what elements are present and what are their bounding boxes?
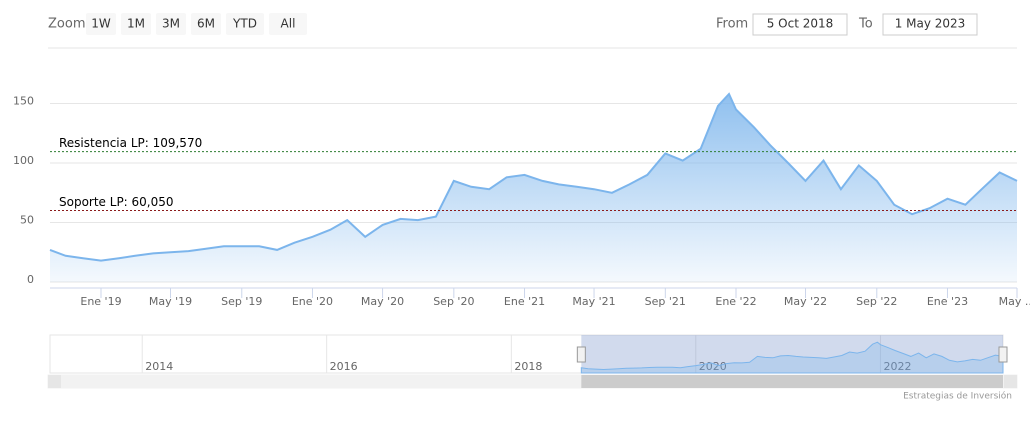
zoom-button-label: 6M xyxy=(197,17,215,31)
navigator-tick-label: 2020 xyxy=(699,360,727,373)
x-tick-label: May '19 xyxy=(149,295,192,308)
scrollbar-thumb[interactable] xyxy=(581,375,1003,388)
zoom-button[interactable] xyxy=(156,13,186,35)
plot-line-label: Soporte LP: 60,050 xyxy=(59,195,174,209)
navigator-handle[interactable] xyxy=(998,346,1008,363)
x-tick-label: May '22 xyxy=(784,295,827,308)
from-input[interactable] xyxy=(752,13,848,36)
to-input[interactable] xyxy=(882,13,978,36)
x-tick-label: Sep '22 xyxy=(856,295,897,308)
navigator-tick-label: 2016 xyxy=(330,360,358,373)
x-tick-label: May '20 xyxy=(361,295,404,308)
from-value: 5 Oct 2018 xyxy=(767,17,834,31)
to-value: 1 May 2023 xyxy=(895,17,966,31)
zoom-button-label: 1M xyxy=(127,17,145,31)
y-tick-label: 0 xyxy=(27,273,34,286)
zoom-button[interactable] xyxy=(121,13,151,35)
navigator-handle[interactable] xyxy=(576,346,586,363)
x-tick-label: Ene '23 xyxy=(927,295,968,308)
navigator-tick-label: 2022 xyxy=(883,360,911,373)
zoom-button-label: 1W xyxy=(91,17,111,31)
x-tick-label: May ... xyxy=(999,295,1030,308)
y-tick-label: 50 xyxy=(20,214,34,227)
zoom-button-label: YTD xyxy=(232,17,257,31)
navigator-tick-label: 2018 xyxy=(514,360,542,373)
zoom-button[interactable] xyxy=(269,13,307,35)
x-tick-label: Ene '21 xyxy=(504,295,545,308)
x-tick-label: Ene '19 xyxy=(80,295,121,308)
x-tick-label: Ene '20 xyxy=(292,295,333,308)
credits: Estrategias de Inversión xyxy=(903,391,1012,402)
zoom-label: Zoom xyxy=(48,17,85,32)
area-line xyxy=(49,92,1018,262)
x-tick-label: Sep '20 xyxy=(433,295,474,308)
y-tick-label: 100 xyxy=(13,154,34,167)
scrollbar-left[interactable] xyxy=(48,375,61,388)
area-fill xyxy=(50,94,1017,282)
x-tick-label: May '21 xyxy=(572,295,615,308)
to-label: To xyxy=(858,17,873,32)
x-tick-label: Ene '22 xyxy=(715,295,756,308)
x-tick-label: Sep '21 xyxy=(645,295,686,308)
navigator-tick-label: 2014 xyxy=(145,360,173,373)
scrollbar-right[interactable] xyxy=(1004,375,1017,388)
zoom-button[interactable] xyxy=(86,13,116,35)
y-tick-label: 150 xyxy=(13,95,34,108)
plot-line-label: Resistencia LP: 109,570 xyxy=(59,136,202,150)
zoom-button-label: All xyxy=(281,17,296,31)
zoom-button-label: 3M xyxy=(162,17,180,31)
zoom-button[interactable] xyxy=(191,13,221,35)
x-tick-label: Sep '19 xyxy=(221,295,262,308)
navigator-area xyxy=(580,341,1004,374)
zoom-button[interactable] xyxy=(226,13,264,35)
from-label: From xyxy=(716,17,748,32)
